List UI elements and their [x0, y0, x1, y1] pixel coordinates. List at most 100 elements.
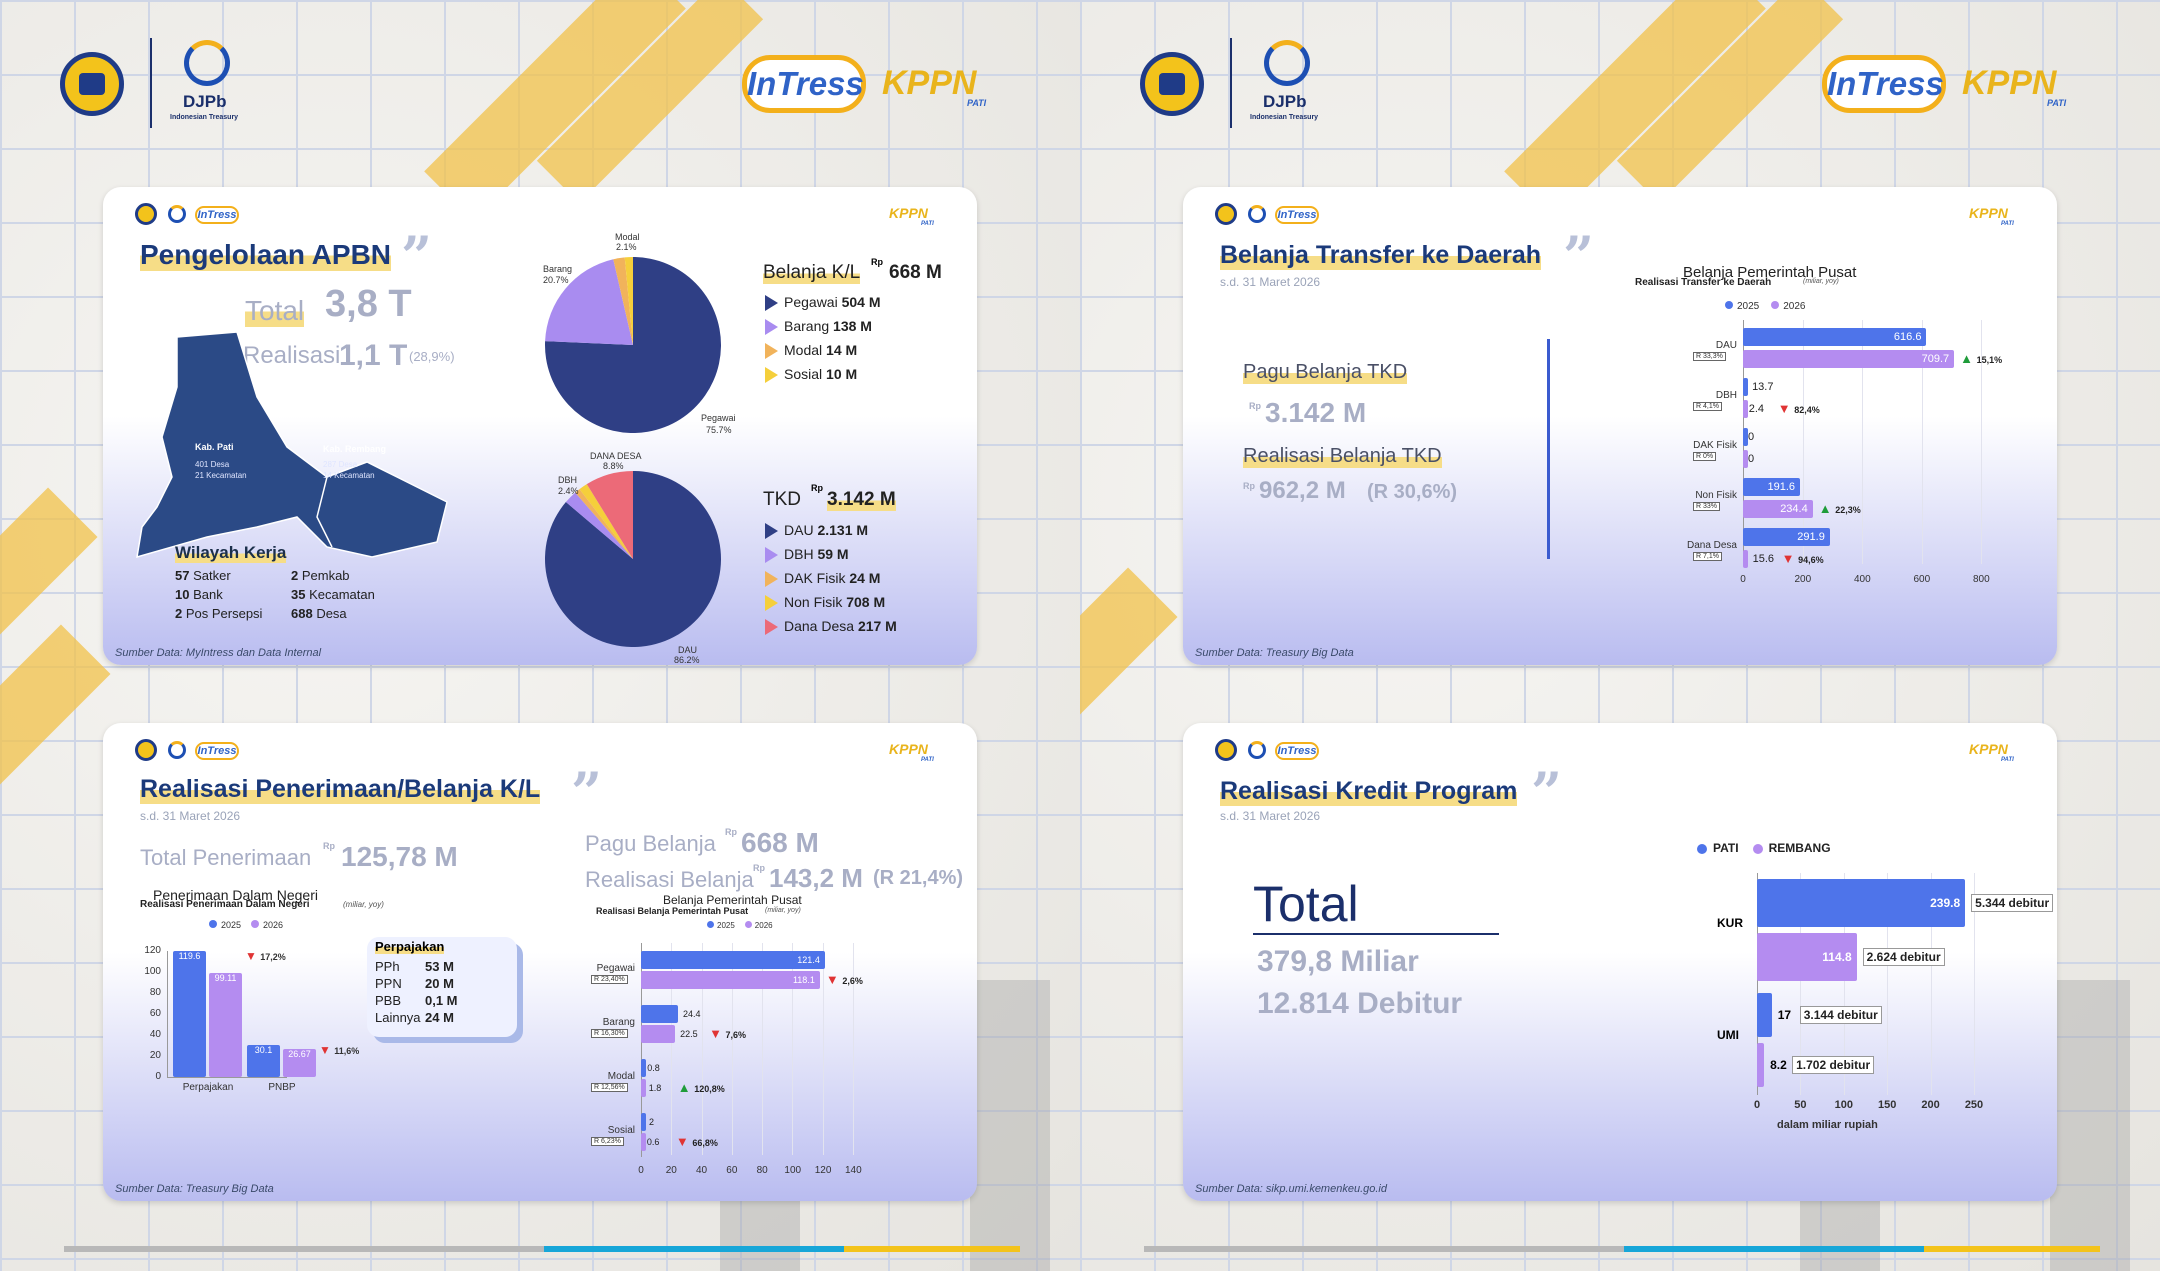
gridline	[1930, 873, 1932, 1095]
source-note: Sumber Data: Treasury Big Data	[115, 1183, 274, 1195]
arrow-down-icon: ▼	[709, 1026, 726, 1041]
x-tick-label: 200	[1794, 574, 1812, 585]
category-label: KUR	[1717, 916, 1743, 930]
realisasi-pct: (28,9%)	[409, 349, 455, 364]
x-tick-label: 400	[1854, 574, 1871, 585]
legend-item: DAK Fisik 24 M	[765, 570, 880, 588]
kppn-subtitle: PATI	[2047, 98, 2067, 108]
legend-item: Pegawai 504 M	[765, 294, 881, 312]
x-tick-label: 0	[638, 1165, 644, 1176]
y-tick-label: 100	[144, 966, 161, 977]
pajak-label: Lainnya	[375, 1010, 421, 1025]
x-tick-label: 600	[1913, 574, 1931, 585]
category-label: DAK Fisik	[1693, 440, 1737, 451]
gridline	[671, 943, 673, 1155]
wilayah-label: Pemkab	[301, 568, 350, 583]
data-label: 2.4	[1748, 403, 1764, 415]
pajak-value: 24 M	[425, 1010, 454, 1025]
wilayah-count: 2	[175, 606, 186, 621]
x-tick-label: 60	[726, 1165, 738, 1176]
wilayah-item: 2 Pemkab	[291, 568, 350, 583]
wilayah-count: 2	[291, 568, 302, 583]
arrow-down-icon: ▼	[319, 1043, 335, 1058]
x-tick-label: 140	[845, 1165, 862, 1176]
kemenkeu-emblem-icon	[1140, 52, 1204, 116]
chart-legend: 2025 2026	[1713, 301, 1806, 312]
data-label: 8.2	[1770, 1058, 1787, 1072]
data-label: 2	[649, 1117, 655, 1127]
legend-label: Modal	[784, 342, 827, 358]
bar-PATI: 239.8	[1757, 879, 1966, 927]
change-value: 94,6%	[1798, 555, 1824, 565]
pie2-dau-pct: 86.2%	[674, 655, 700, 665]
legend-marker-icon	[765, 547, 778, 564]
quote-icon: ”	[1531, 760, 1563, 824]
realisasi-tkd-value: 962,2 M	[1259, 477, 1346, 504]
data-label: 0	[1748, 453, 1755, 465]
map-rembang-desa: 287 Desa	[323, 460, 358, 469]
category-label: Sosial	[607, 1125, 635, 1136]
y-axis	[641, 943, 642, 1157]
realisasi-tkd-label: Realisasi Belanja TKD	[1243, 445, 1442, 468]
change-label: ▲ 15,1%	[1960, 350, 2002, 369]
map-pati-kec: 21 Kecamatan	[195, 471, 247, 480]
pie1-barang-pct: 20.7%	[543, 275, 569, 285]
ratio-badge: R 23,40%	[591, 975, 628, 984]
ratio-badge: R 6,23%	[591, 1137, 624, 1146]
ratio-badge: R 16,30%	[591, 1029, 628, 1038]
gridline	[853, 943, 854, 1155]
x-tick-label: 120	[814, 1165, 832, 1176]
gridline	[1921, 320, 1923, 564]
ratio-badge: R 33,3%	[1693, 352, 1726, 361]
legend-label: Pegawai	[784, 294, 842, 310]
djpb-logo-icon	[168, 205, 186, 223]
total-penerimaan-rp: Rp	[323, 841, 335, 851]
djpb-subtitle: Indonesian Treasury	[1250, 114, 1319, 121]
legend-item: Barang 138 M	[765, 318, 872, 336]
legend-value: 504 M	[841, 294, 881, 310]
footer-bar	[1624, 1246, 1924, 1252]
kppn-logo: KPPN	[889, 205, 928, 221]
x-axis-label: dalam miliar rupiah	[1777, 1119, 1878, 1131]
card-penerimaan-belanja: InTress KPPN PATI Realisasi Penerimaan/B…	[103, 723, 977, 1201]
wilayah-count: 57	[175, 568, 194, 583]
belanja-title: Belanja K/L	[763, 262, 861, 284]
decor-block	[2050, 980, 2130, 1271]
card-subtitle: s.d. 31 Maret 2026	[1220, 809, 1321, 823]
pagu-tkd-rp: Rp	[1249, 401, 1261, 411]
card-subtitle: s.d. 31 Maret 2026	[1220, 275, 1321, 289]
kemenkeu-emblem-icon	[1215, 203, 1237, 225]
wilayah-label: Bank	[193, 587, 223, 602]
pie1-modal-pct: 2.1%	[616, 242, 637, 252]
legend-item: DAU 2.131 M	[765, 522, 869, 540]
djpb-logo-icon	[184, 40, 230, 86]
data-label: 30.1	[254, 1045, 273, 1056]
bar-2026: 709.7	[1743, 350, 1955, 368]
arrow-down-icon: ▼	[1781, 551, 1799, 566]
source-note: Sumber Data: sikp.umi.kemenkeu.go.id	[1195, 1183, 1387, 1195]
bar-2026: 26.67	[283, 1048, 316, 1077]
data-label: 709.7	[1921, 353, 1950, 365]
pdn-subtitle: Realisasi Penerimaan Dalam Negeri	[140, 899, 310, 910]
kemenkeu-emblem-icon	[135, 739, 157, 761]
change-value: 15,1%	[1976, 355, 2003, 365]
intress-logo: InTress	[1822, 55, 1946, 113]
quote-icon: ”	[571, 760, 603, 824]
bar-2025	[1743, 378, 1748, 396]
legend-label: 2025	[221, 920, 242, 930]
bar-2026: 118.1	[641, 971, 820, 989]
data-label: 121.4	[797, 955, 820, 965]
djpb-logo-icon	[1264, 40, 1310, 86]
legend-marker-icon	[765, 295, 778, 312]
arrow-up-icon: ▲	[677, 1080, 695, 1095]
category-label: DBH	[1715, 390, 1737, 401]
legend-value: 217 M	[857, 618, 897, 634]
change-value: 120,8%	[694, 1084, 725, 1094]
legend-value: 2.131 M	[817, 522, 869, 538]
x-tick-label: 100	[784, 1165, 802, 1176]
y-tick-label: 120	[144, 945, 161, 956]
wilayah-label: Kecamatan	[309, 587, 375, 602]
legend-item: Sosial 10 M	[765, 366, 857, 384]
data-label: 119.6	[178, 951, 201, 962]
footer-bar	[1144, 1246, 1624, 1252]
